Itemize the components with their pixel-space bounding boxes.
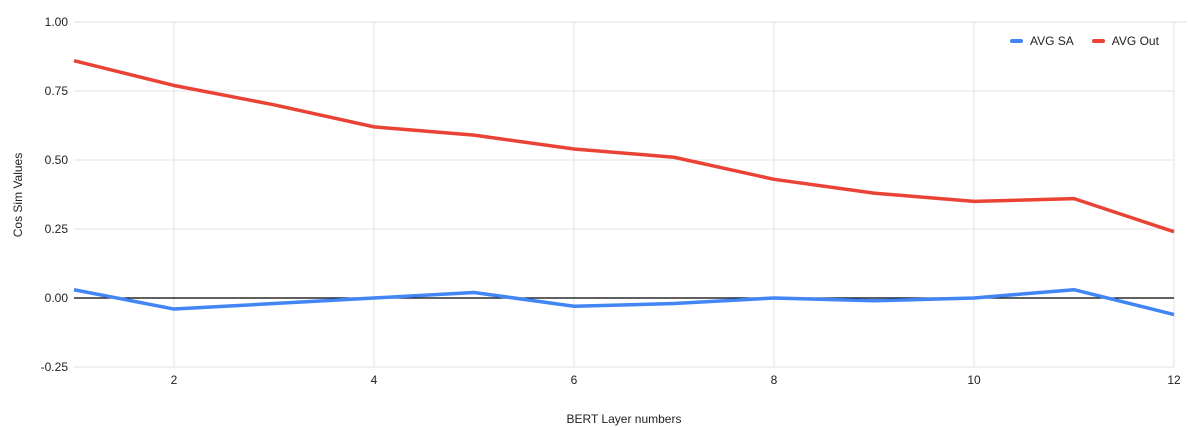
legend: AVG SA AVG Out <box>1010 34 1159 48</box>
legend-item-avg-sa: AVG SA <box>1010 34 1074 48</box>
legend-label-avg-out: AVG Out <box>1111 34 1159 48</box>
legend-item-avg-out: AVG Out <box>1091 34 1159 48</box>
series-line-avg-sa <box>73 287 1175 317</box>
y-tick-label: -0.25 <box>41 360 69 374</box>
x-tick-label: 4 <box>371 373 378 387</box>
x-tick-label: 8 <box>771 373 778 387</box>
y-tick-label: 0.75 <box>45 84 69 98</box>
legend-swatch-avg-out-icon <box>1091 39 1105 43</box>
x-tick-label: 10 <box>967 373 981 387</box>
y-tick-label: 0.50 <box>45 153 69 167</box>
y-tick-label: 1.00 <box>45 15 69 29</box>
legend-swatch-avg-sa-icon <box>1010 39 1023 43</box>
x-tick-label: 6 <box>571 373 578 387</box>
series-line-avg-out <box>73 58 1175 234</box>
x-tick-label: 2 <box>171 373 178 387</box>
x-axis-title: BERT Layer numbers <box>566 412 682 426</box>
y-tick-label: 0.25 <box>45 222 69 236</box>
y-tick-label: 0.00 <box>45 291 69 305</box>
y-axis-title: Cos Sim Values <box>11 152 25 238</box>
legend-label-avg-sa: AVG SA <box>1030 34 1074 48</box>
x-tick-label: 12 <box>1167 373 1181 387</box>
